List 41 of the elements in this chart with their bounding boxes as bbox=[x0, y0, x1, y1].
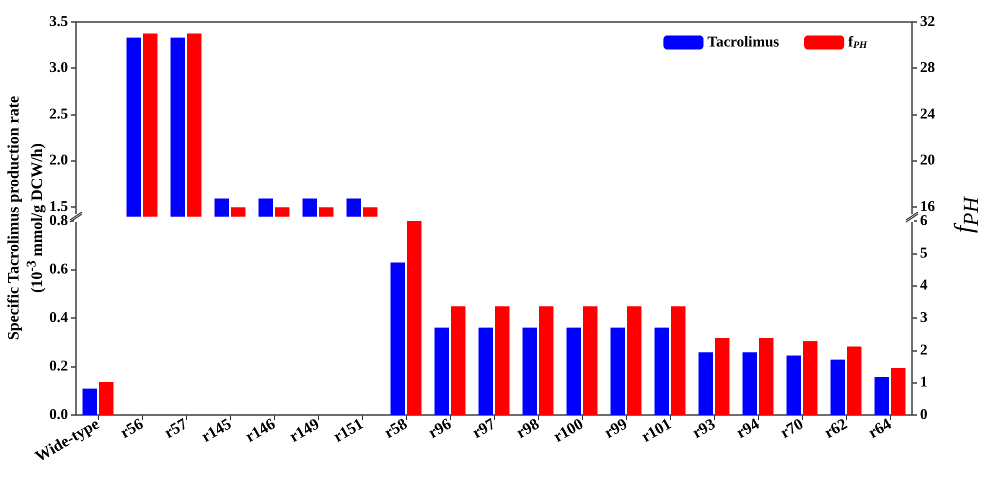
x-tick-label: r151 bbox=[330, 416, 366, 446]
x-tick-label: r99 bbox=[602, 416, 630, 442]
y2-tick-label: 0 bbox=[920, 407, 928, 423]
x-tick-label: r64 bbox=[866, 416, 894, 442]
y2-tick-label: 16 bbox=[920, 198, 936, 215]
x-tick-label: r145 bbox=[198, 416, 234, 446]
x-tick-label: r146 bbox=[242, 416, 278, 446]
y-tick-label: 3.5 bbox=[49, 14, 68, 30]
y2-tick-label: 3 bbox=[920, 310, 928, 326]
y2-tick-label: 20 bbox=[920, 152, 935, 169]
y2-tick-label: 28 bbox=[920, 60, 935, 76]
y-tick-label: 0.0 bbox=[49, 407, 68, 423]
y-tick-label: 1.5 bbox=[49, 198, 68, 215]
x-tick-label: r100 bbox=[550, 416, 586, 446]
legend-label: Tacrolimus bbox=[707, 34, 780, 50]
y-tick-label: 0.8 bbox=[49, 213, 68, 229]
y2-tick-label: 24 bbox=[920, 106, 936, 122]
y-tick-label: 2.0 bbox=[49, 152, 68, 169]
y-tick-label: 0.2 bbox=[49, 358, 68, 374]
x-tick-label: r56 bbox=[118, 416, 146, 442]
x-tick-label: r94 bbox=[734, 416, 762, 442]
x-tick-label: r97 bbox=[470, 416, 498, 442]
x-tick-label: r93 bbox=[690, 416, 718, 442]
y-tick-label: 3.0 bbox=[49, 60, 68, 76]
y2-tick-label: 6 bbox=[920, 213, 928, 229]
y2-tick-label: 1 bbox=[920, 374, 928, 391]
y2-tick-label: 5 bbox=[920, 245, 928, 262]
x-tick-label: r70 bbox=[778, 416, 806, 442]
x-tick-label: r96 bbox=[426, 416, 454, 442]
x-tick-label: r101 bbox=[638, 416, 674, 446]
x-tick-label: r149 bbox=[286, 416, 322, 446]
x-tick-label: r98 bbox=[514, 416, 542, 442]
y2-tick-label: 4 bbox=[920, 278, 928, 294]
y-tick-label: 0.6 bbox=[49, 262, 68, 278]
x-tick-label: r58 bbox=[382, 416, 410, 442]
y2-tick-label: 32 bbox=[920, 14, 935, 30]
y-tick-label: 2.5 bbox=[49, 106, 68, 122]
y2-tick-label: 2 bbox=[920, 342, 928, 358]
x-tick-label: r62 bbox=[822, 416, 850, 442]
y-tick-label: 0.4 bbox=[49, 310, 68, 326]
x-tick-label: r57 bbox=[162, 416, 190, 442]
